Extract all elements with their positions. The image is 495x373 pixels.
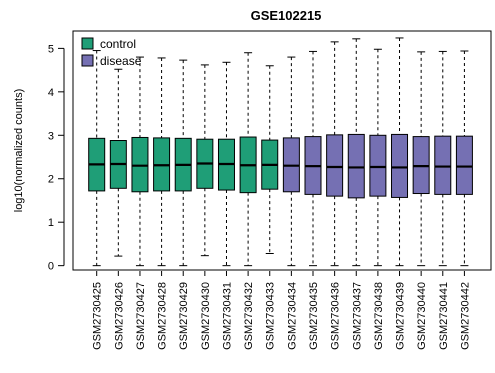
x-tick-label: GSM2730431 — [221, 282, 233, 350]
x-tick-label: GSM2730427 — [135, 282, 147, 350]
legend-swatch-disease — [81, 54, 94, 67]
x-tick-label: GSM2730435 — [308, 282, 320, 350]
y-axis-label: log10(normalized counts) — [13, 89, 25, 213]
y-tick-label: 1 — [48, 217, 54, 229]
box-GSM2730437 — [347, 38, 365, 267]
x-tick-label: GSM2730428 — [157, 282, 169, 350]
x-tick-label: GSM2730425 — [92, 282, 104, 350]
box-iqr — [347, 133, 365, 199]
x-tick-label: GSM2730441 — [438, 282, 450, 350]
legend-label-disease: disease — [100, 54, 142, 68]
box-GSM2730434 — [282, 56, 300, 267]
box-GSM2730429 — [174, 59, 192, 267]
box-iqr — [369, 134, 387, 197]
legend-label-control: control — [100, 37, 136, 51]
y-tick-label: 3 — [48, 130, 54, 142]
x-tick-label: GSM2730442 — [459, 282, 471, 350]
box-iqr — [434, 135, 452, 195]
x-tick-label: GSM2730432 — [243, 282, 255, 350]
box-GSM2730427 — [131, 56, 149, 267]
box-iqr — [326, 134, 344, 197]
box-GSM2730438 — [369, 48, 387, 267]
y-tick-label: 4 — [48, 87, 54, 99]
x-tick-label: GSM2730436 — [330, 282, 342, 350]
y-axis: 0 1 2 3 4 5 — [48, 43, 65, 273]
y-tick-label: 2 — [48, 174, 54, 186]
box-iqr — [391, 133, 409, 198]
box-GSM2730435 — [304, 50, 322, 267]
box-GSM2730430 — [196, 64, 214, 257]
x-tick-label: GSM2730437 — [351, 282, 363, 350]
chart-title: GSE102215 — [251, 8, 322, 23]
x-tick-label: GSM2730426 — [113, 282, 125, 350]
x-tick-label: GSM2730429 — [178, 282, 190, 350]
box-GSM2730428 — [153, 57, 171, 267]
plot-frame — [72, 30, 492, 271]
box-GSM2730431 — [217, 61, 235, 267]
legend-swatch-control — [81, 37, 94, 50]
x-tick-label: GSM2730439 — [395, 282, 407, 350]
box-GSM2730433 — [261, 65, 279, 254]
x-tick-label: GSM2730438 — [373, 282, 385, 350]
box-GSM2730439 — [391, 37, 409, 267]
box-GSM2730425 — [88, 50, 106, 267]
legend: control disease — [81, 37, 142, 68]
x-tick-label: GSM2730434 — [286, 282, 298, 350]
box-GSM2730426 — [109, 68, 127, 257]
box-GSM2730442 — [455, 50, 473, 267]
box-iqr — [455, 135, 473, 195]
box-GSM2730441 — [434, 50, 452, 267]
y-tick-label: 5 — [48, 43, 54, 55]
x-tick-label: GSM2730440 — [416, 282, 428, 350]
x-axis-tick-labels: GSM2730425 GSM2730426 GSM2730427 GSM2730428… — [92, 271, 471, 350]
box-GSM2730436 — [326, 41, 344, 267]
x-tick-label: GSM2730430 — [200, 282, 212, 350]
x-tick-label: GSM2730433 — [265, 282, 277, 350]
box-series — [88, 37, 473, 267]
box-GSM2730432 — [239, 52, 257, 267]
y-tick-label: 0 — [48, 261, 54, 273]
box-GSM2730440 — [412, 51, 430, 267]
